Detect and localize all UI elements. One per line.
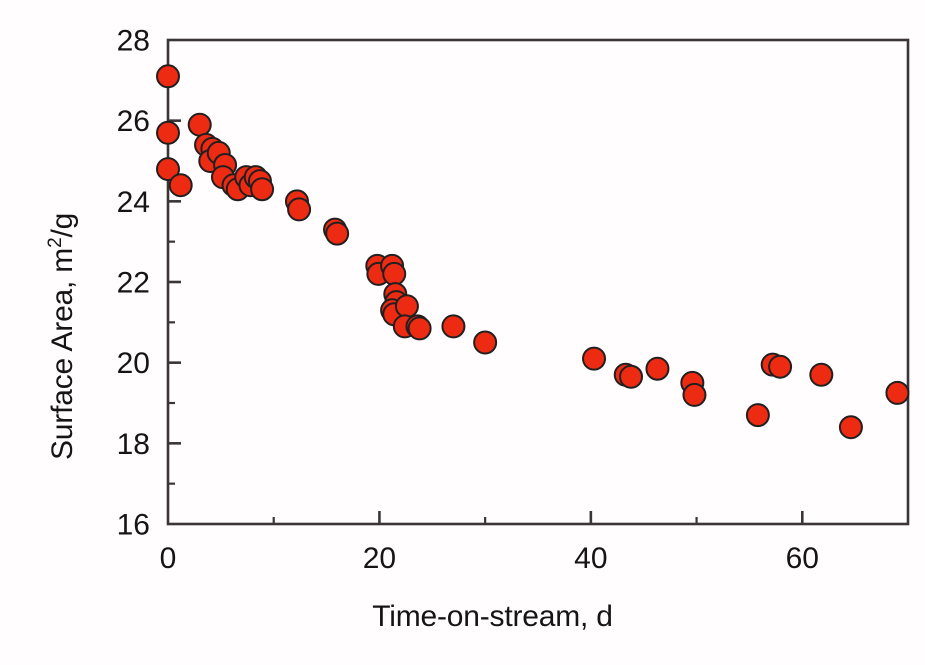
y-tick-label: 22 — [117, 267, 150, 300]
data-point — [645, 356, 670, 381]
data-point — [407, 316, 432, 341]
y-tick-label: 26 — [117, 105, 150, 138]
data-point — [382, 261, 407, 286]
data-point — [287, 197, 312, 222]
data-point — [394, 294, 419, 319]
data-point — [441, 314, 466, 339]
data-point — [745, 403, 770, 428]
data-point — [838, 415, 863, 440]
data-point — [156, 157, 180, 182]
x-tick-label: 60 — [786, 542, 819, 575]
y-tick-label: 18 — [117, 428, 150, 461]
data-point-markers — [156, 64, 910, 440]
y-tick-label: 28 — [117, 25, 150, 58]
data-point — [582, 346, 607, 371]
y-axis-title-suffix: /g — [46, 212, 79, 238]
y-axis-title-prefix: Surface Area, m — [46, 247, 79, 460]
data-point — [168, 173, 193, 198]
x-axis-title-text: Time-on-stream, d — [372, 600, 613, 633]
data-point — [885, 380, 910, 405]
data-point — [619, 364, 644, 389]
data-point — [682, 382, 707, 407]
x-tick-label: 20 — [363, 542, 396, 575]
data-point — [325, 221, 350, 246]
x-axis-title: Time-on-stream, d — [0, 600, 925, 634]
x-tick-label: 0 — [160, 542, 177, 575]
data-point — [473, 330, 498, 355]
x-tick-label: 40 — [574, 542, 607, 575]
tick-labels: 16 18 20 22 24 26 28 0 20 40 60 — [117, 25, 819, 576]
data-point — [187, 112, 212, 137]
y-tick-label: 20 — [117, 347, 150, 380]
tick-marks — [168, 79, 804, 524]
data-point — [809, 362, 834, 387]
data-point — [156, 120, 180, 145]
y-tick-label: 24 — [117, 186, 150, 219]
y-axis-title-superscript: 2 — [45, 237, 66, 248]
y-tick-label: 16 — [117, 509, 150, 542]
axis-frame — [166, 38, 910, 526]
y-axis-title: Surface Area, m2/g — [45, 212, 80, 460]
data-point — [156, 64, 180, 89]
data-point — [768, 354, 793, 379]
data-point — [250, 177, 275, 202]
